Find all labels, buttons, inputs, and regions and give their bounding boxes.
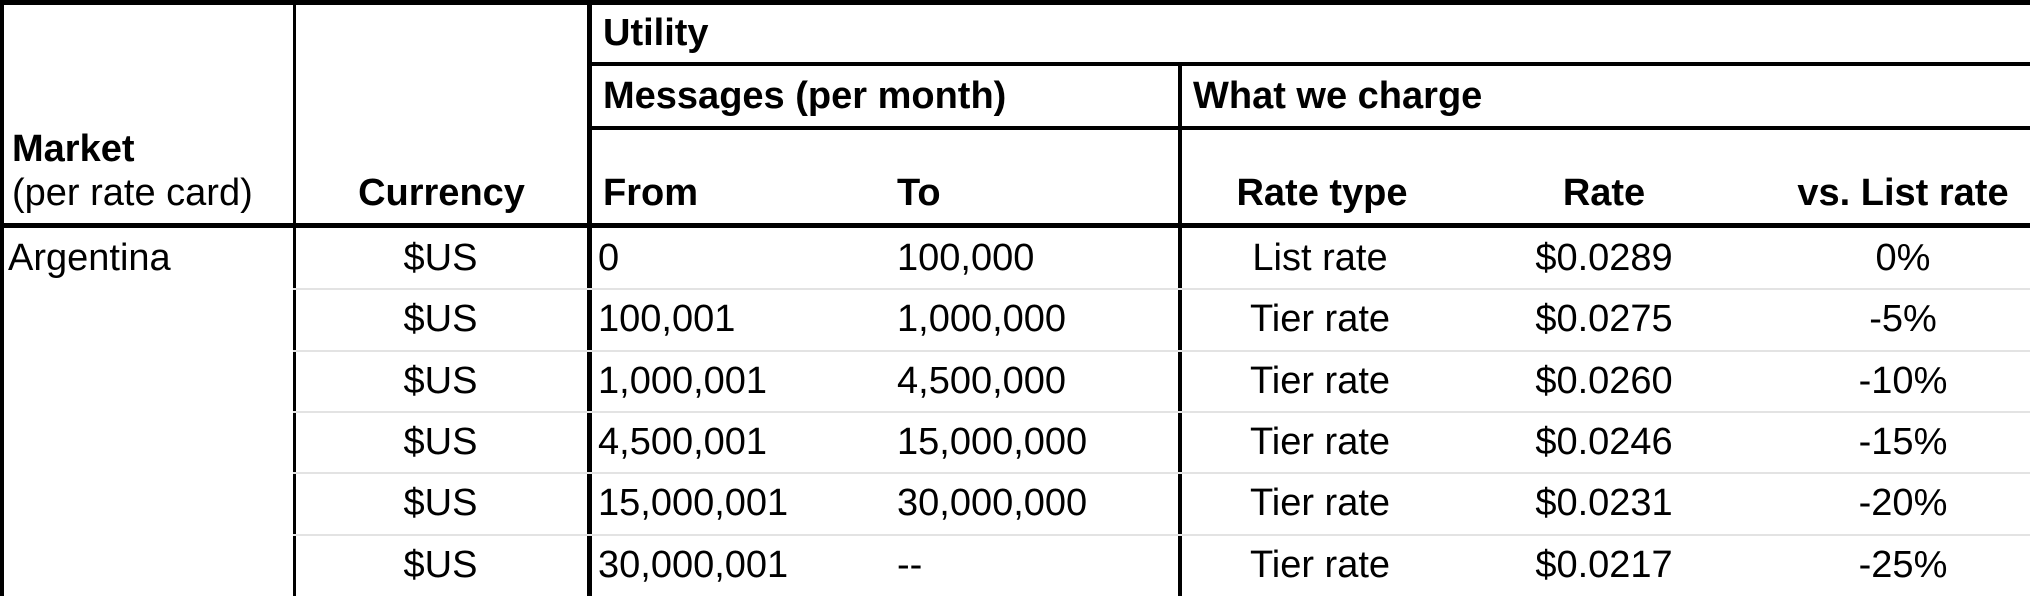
header-vs-list-rate-label: vs. List rate [1797,172,2009,214]
cell-currency: $US [403,298,478,340]
header-messages-label: Messages (per month) [603,74,1007,117]
header-rate: Rate [1462,130,1746,223]
cell-vs-list-rate: -5% [1869,298,1937,340]
table-row: Argentina $US 0 100,000 List rate $0.028… [0,228,2030,289]
cell-rate: $0.0217 [1535,544,1673,586]
cell-rate: $0.0275 [1535,298,1673,340]
grid-line-header-bottom [0,223,2030,228]
cell-currency: $US [403,482,478,524]
cell-vs-list-rate: -20% [1858,482,1948,524]
cell-from: 15,000,001 [598,482,789,524]
cell-vs-list-rate: -15% [1858,421,1948,463]
header-from: From [592,130,893,223]
cell-from: 100,001 [598,298,736,340]
header-group-utility: Utility [592,5,2030,62]
header-market: Market (per rate card) [4,5,293,223]
grid-line-currency-utility [587,0,592,596]
table-row: $US 4,500,001 15,000,000 Tier rate $0.02… [0,412,2030,473]
cell-to: 1,000,000 [897,298,1067,340]
header-rate-type: Rate type [1182,130,1462,223]
cell-to: 4,500,000 [897,360,1067,402]
cell-rate: $0.0260 [1535,360,1673,402]
cell-rate: $0.0231 [1535,482,1673,524]
cell-rate-type: List rate [1252,237,1388,279]
table-border-left [0,0,4,596]
cell-market [0,289,293,350]
cell-vs-list-rate: 0% [1875,237,1931,279]
cell-rate-type: Tier rate [1249,298,1391,340]
cell-market [0,473,293,534]
cell-market [0,412,293,473]
cell-to: -- [897,544,923,586]
table-row: $US 30,000,001 -- Tier rate $0.0217 -25% [0,535,2030,596]
header-to-label: To [897,172,941,214]
cell-from: 1,000,001 [598,360,768,402]
grid-line-market-currency [293,5,296,596]
header-utility-label: Utility [603,12,709,54]
cell-vs-list-rate: -10% [1858,360,1948,402]
cell-to: 15,000,000 [897,421,1088,463]
cell-rate-type: Tier rate [1249,421,1391,463]
cell-currency: $US [403,237,478,279]
header-to: To [893,130,1178,223]
cell-market [0,351,293,412]
header-rate-type-label: Rate type [1236,172,1408,214]
header-market-subtitle: (per rate card) [12,172,253,214]
table-row: $US 100,001 1,000,000 Tier rate $0.0275 … [0,289,2030,350]
cell-to: 100,000 [897,237,1035,279]
row-separator [293,534,2030,536]
header-rate-label: Rate [1562,172,1646,214]
header-group-messages: Messages (per month) [592,66,1178,126]
cell-rate: $0.0289 [1535,237,1673,279]
cell-rate-type: Tier rate [1249,482,1391,524]
cell-market [0,535,293,596]
row-separator [293,472,2030,474]
row-separator [293,350,2030,352]
cell-market: Argentina [8,237,171,279]
cell-vs-list-rate: -25% [1858,544,1948,586]
grid-line-below-utility [587,62,2030,66]
cell-to: 30,000,000 [897,482,1088,524]
cell-rate-type: Tier rate [1249,360,1391,402]
cell-from: 0 [598,237,620,279]
cell-currency: $US [403,421,478,463]
grid-line-below-groups [587,126,2030,130]
table-row: $US 1,000,001 4,500,000 Tier rate $0.026… [0,351,2030,412]
header-from-label: From [603,172,698,214]
cell-rate-type: Tier rate [1249,544,1391,586]
cell-rate: $0.0246 [1535,421,1673,463]
cell-from: 30,000,001 [598,544,789,586]
row-separator [293,288,2030,290]
header-group-what-we-charge: What we charge [1182,66,2030,126]
table-border-top [0,0,2030,5]
header-currency: Currency [296,5,587,223]
cell-currency: $US [403,544,478,586]
header-vs-list-rate: vs. List rate [1746,130,2030,223]
row-separator [293,411,2030,413]
cell-currency: $US [403,360,478,402]
grid-line-messages-charge [1178,62,1182,596]
header-market-title: Market [12,128,135,170]
header-what-we-charge-label: What we charge [1193,74,1483,117]
table-row: $US 15,000,001 30,000,000 Tier rate $0.0… [0,473,2030,534]
header-currency-label: Currency [358,172,525,214]
cell-from: 4,500,001 [598,421,768,463]
